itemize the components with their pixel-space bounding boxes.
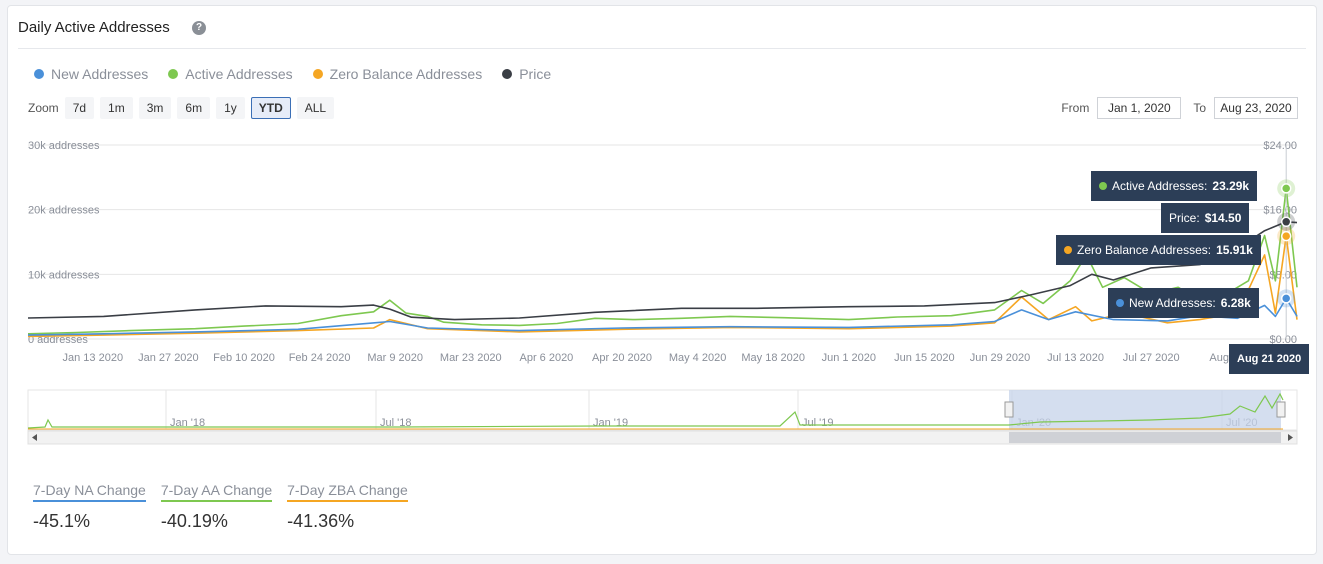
zoom-ytd-button[interactable]: YTD (250, 97, 291, 119)
stat-aa-change: 7-Day AA Change -40.19% (160, 482, 273, 532)
question-circle-icon[interactable]: ? (192, 21, 206, 35)
zoom-7d-button[interactable]: 7d (64, 97, 95, 119)
x-tick-label: Jul 13 2020 (1047, 352, 1104, 364)
x-tick-label: May 4 2020 (669, 352, 726, 364)
hover-point-zero-balance-addresses (1280, 230, 1292, 242)
legend-dot-icon (312, 69, 323, 79)
navigator-label: Jan '19 (593, 417, 628, 429)
x-tick-label: Jun 29 2020 (970, 352, 1031, 364)
x-tick-label: Apr 6 2020 (519, 352, 573, 364)
legend-dot-icon (502, 69, 513, 79)
x-tick-label: Jul 27 2020 (1123, 352, 1180, 364)
from-date-input[interactable] (1097, 97, 1182, 119)
title-divider (18, 48, 1306, 49)
tooltip-dot-icon (1064, 246, 1072, 254)
tooltip-new-addresses: New Addresses: 6.28k (1108, 288, 1259, 318)
legend-zero-balance-addresses[interactable]: Zero Balance Addresses (312, 66, 482, 82)
card-title: Daily Active Addresses (18, 19, 170, 36)
y-left-tick-label: 0 addresses (28, 334, 88, 346)
x-tick-label: Mar 23 2020 (440, 352, 502, 364)
hover-point-active-addresses (1280, 183, 1292, 194)
tooltip-zero-balance: Zero Balance Addresses: 15.91k (1056, 235, 1261, 265)
navigator-handle[interactable] (1004, 401, 1014, 418)
x-tick-label: Mar 9 2020 (367, 352, 423, 364)
hover-point-price (1280, 216, 1292, 228)
legend-active-addresses[interactable]: Active Addresses (168, 66, 293, 82)
stat-label[interactable]: 7-Day NA Change (33, 482, 146, 502)
x-tick-label: Jun 15 2020 (894, 352, 955, 364)
legend-price[interactable]: Price (502, 66, 551, 82)
navigator-handle[interactable] (1276, 401, 1286, 418)
navigator-selected-range (1009, 390, 1281, 430)
y-left-tick-label: 20k addresses (28, 205, 100, 217)
stat-value: -45.1% (33, 511, 91, 531)
zoom-label: Zoom (28, 101, 59, 115)
x-tick-label: Apr 20 2020 (592, 352, 652, 364)
y-left-tick-label: 30k addresses (28, 140, 100, 152)
zoom-6m-button[interactable]: 6m (177, 97, 211, 119)
scrollbar-track (27, 430, 1298, 445)
tooltip-dot-icon (1099, 182, 1107, 190)
x-tick-label: Jun 1 2020 (822, 352, 876, 364)
zoom-1m-button[interactable]: 1m (100, 97, 133, 119)
y-right-tick-label: $16.00 (1263, 205, 1297, 217)
scrollbar-thumb[interactable] (1009, 432, 1281, 443)
navigator-label: Jan '18 (170, 417, 205, 429)
stat-value: -40.19% (160, 511, 228, 531)
y-right-tick-label: $0.00 (1269, 334, 1297, 346)
tooltip-date: Aug 21 2020 (1229, 344, 1310, 374)
x-tick-label: Feb 10 2020 (213, 352, 275, 364)
stat-label[interactable]: 7-Day ZBA Change (287, 482, 408, 502)
stats-row: 7-Day NA Change -45.1% 7-Day AA Change -… (33, 482, 408, 532)
to-date-input[interactable] (1214, 97, 1298, 119)
stat-value: -41.36% (287, 511, 355, 531)
x-tick-label: May 18 2020 (741, 352, 805, 364)
tooltip-active-addresses: Active Addresses: 23.29k (1091, 171, 1258, 201)
x-tick-label: Jan 13 2020 (63, 352, 124, 364)
tooltip-price: Price: $14.50 (1161, 203, 1250, 233)
zoom-3m-button[interactable]: 3m (138, 97, 172, 119)
stat-label[interactable]: 7-Day AA Change (160, 482, 273, 502)
arrow-left-icon[interactable] (32, 434, 37, 441)
legend-dot-icon (168, 69, 179, 79)
from-label: From (1061, 101, 1090, 115)
x-tick-label: Jan 27 2020 (138, 352, 199, 364)
stat-na-change: 7-Day NA Change -45.1% (33, 482, 146, 532)
legend-dot-icon (34, 69, 44, 79)
y-left-tick-label: 10k addresses (28, 269, 100, 281)
date-range: From To (1061, 97, 1298, 119)
zoom-1y-button[interactable]: 1y (216, 97, 245, 119)
y-right-tick-label: $24.00 (1263, 140, 1297, 152)
chart-legend: New Addresses Active Addresses Zero Bala… (34, 66, 551, 82)
navigator-label: Jul '19 (802, 417, 833, 429)
zoom-all-button[interactable]: ALL (296, 97, 335, 119)
series-line-price (27, 221, 1298, 321)
zoom-controls: Zoom 7d 1m 3m 6m 1y YTD ALL (28, 97, 335, 119)
stat-zba-change: 7-Day ZBA Change -41.36% (287, 482, 408, 532)
tooltip-dot-icon (1116, 299, 1124, 307)
arrow-right-icon[interactable] (1288, 434, 1293, 441)
hover-point-new-addresses (1280, 293, 1292, 304)
x-tick-label: Feb 24 2020 (289, 352, 351, 364)
to-label: To (1193, 101, 1206, 115)
legend-new-addresses[interactable]: New Addresses (34, 66, 148, 82)
navigator-label: Jul '18 (380, 417, 411, 429)
navigator-series-line (27, 392, 1284, 429)
